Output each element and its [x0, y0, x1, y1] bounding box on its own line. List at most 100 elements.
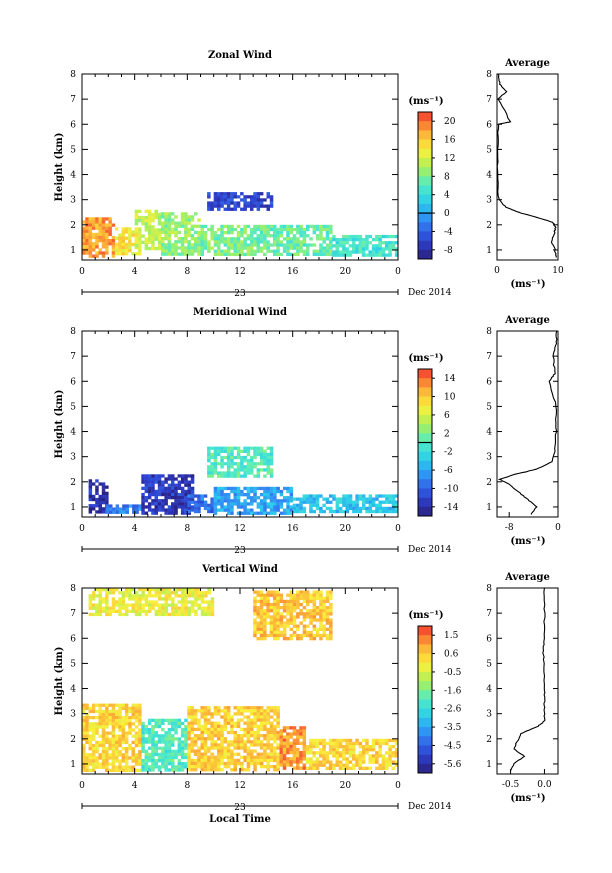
heatmap-cell: [177, 499, 182, 503]
heatmap-cell: [240, 740, 244, 744]
heatmap-cell: [154, 731, 158, 735]
heatmap-cell: [157, 765, 162, 769]
heatmap-cell: [355, 754, 359, 758]
heatmap-cell: [329, 237, 333, 241]
heatmap-cell: [394, 241, 399, 245]
heatmap-cell: [263, 234, 267, 238]
heatmap-cell: [381, 500, 386, 504]
heatmap-cell: [273, 602, 277, 607]
heatmap-cell: [88, 232, 93, 237]
heatmap-cell: [141, 591, 145, 595]
heatmap-cell: [365, 241, 369, 245]
heatmap-cell: [105, 703, 109, 707]
heatmap-cell: [154, 215, 158, 220]
heatmap-cell: [253, 499, 257, 503]
heatmap-cell: [164, 215, 168, 219]
heatmap-cell: [375, 760, 379, 764]
heatmap-cell: [200, 500, 204, 504]
heatmap-cell: [233, 724, 237, 728]
heatmap-cell: [269, 730, 274, 735]
heatmap-cell: [115, 507, 120, 511]
heatmap-cell: [273, 624, 277, 628]
heatmap-cell: [296, 606, 300, 610]
heatmap-cell: [134, 222, 139, 226]
heatmap-cell: [124, 242, 129, 247]
heatmap-cell: [174, 737, 178, 741]
heatmap-cell: [187, 215, 191, 219]
heatmap-cell: [200, 231, 204, 235]
heatmap-cell: [207, 746, 211, 750]
heatmap-cell: [105, 497, 109, 502]
heatmap-cell: [128, 591, 132, 595]
heatmap-cell: [309, 621, 313, 625]
heatmap-cell: [210, 603, 215, 607]
heatmap-cell: [174, 249, 178, 253]
heatmap-cell: [289, 508, 294, 512]
heatmap-cell: [325, 766, 330, 770]
heatmap-cell: [226, 765, 231, 769]
heatmap-cell: [154, 228, 158, 232]
heatmap-cell: [236, 502, 241, 506]
heatmap-cell: [394, 751, 399, 755]
heatmap-cell: [203, 749, 208, 753]
heatmap-cell: [138, 600, 142, 604]
heatmap-cell: [230, 462, 234, 466]
heatmap-cell: [233, 468, 237, 472]
heatmap-cell: [220, 489, 224, 494]
heatmap-cell: [358, 234, 363, 239]
heatmap-cell: [259, 234, 264, 238]
heatmap-cell: [151, 212, 155, 217]
heatmap-cell: [170, 227, 175, 231]
heatmap-cell: [230, 727, 234, 732]
heatmap-cell: [259, 204, 264, 208]
heatmap-cell: [289, 496, 294, 500]
heatmap-cell: [240, 502, 244, 506]
heatmap-cell: [171, 721, 175, 726]
heatmap-cell: [335, 253, 339, 257]
heatmap-cell: [108, 226, 112, 230]
heatmap-cell: [124, 753, 129, 757]
heatmap-cell: [144, 768, 149, 772]
heatmap-cell: [269, 593, 274, 597]
heatmap-cell: [167, 243, 172, 247]
heatmap-cell: [361, 751, 366, 755]
heatmap-cell: [161, 221, 165, 225]
heatmap-cell: [223, 446, 228, 450]
colorbar-unit: (ms⁻¹): [408, 96, 443, 107]
heatmap-cell: [375, 738, 379, 743]
heatmap-cell: [98, 223, 102, 227]
heatmap-cell: [233, 474, 237, 478]
heatmap-cell: [269, 493, 274, 497]
heatmap-cell: [174, 755, 178, 760]
heatmap-cell: [190, 591, 195, 595]
heatmap-cell: [322, 246, 326, 250]
heatmap-cell: [157, 480, 162, 484]
heatmap-cell: [141, 234, 145, 238]
heatmap-cell: [124, 737, 129, 741]
heatmap-cell: [174, 765, 178, 769]
heatmap-cell: [147, 474, 152, 478]
heatmap-cell: [338, 760, 343, 764]
heatmap-cell: [322, 596, 326, 600]
heatmap-cell: [177, 502, 182, 506]
heatmap-cell: [246, 496, 251, 500]
heatmap-cell: [124, 731, 129, 735]
heatmap-cell: [204, 612, 208, 617]
heatmap-cell: [319, 751, 323, 755]
heatmap-cell: [128, 706, 132, 710]
heatmap-cell: [342, 763, 346, 767]
heatmap-cell: [361, 754, 366, 758]
heatmap-cell: [101, 217, 106, 221]
heatmap-cell: [88, 254, 93, 258]
heatmap-cell: [138, 759, 142, 763]
heatmap-cell: [223, 499, 228, 503]
heatmap-cell: [352, 763, 356, 767]
heatmap-cell: [101, 597, 106, 601]
heatmap-cell: [88, 235, 93, 240]
heatmap-cell: [289, 224, 293, 229]
heatmap-cell: [223, 724, 228, 728]
heatmap-cell: [157, 768, 162, 772]
heatmap-cell: [141, 768, 145, 772]
colorbar-segment: [418, 717, 432, 728]
heatmap-cell: [388, 241, 392, 245]
